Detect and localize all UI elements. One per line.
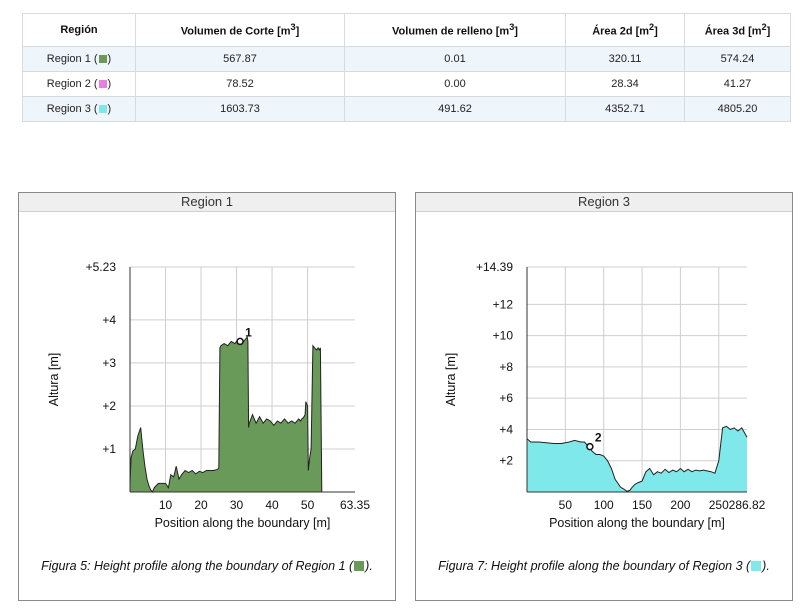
marker-label: 2 bbox=[595, 431, 602, 445]
x-tick-label: 150 bbox=[632, 498, 652, 512]
x-tick-label: 50 bbox=[301, 498, 315, 512]
region-cell: Region 3 () bbox=[22, 96, 136, 122]
height-profile-chart: +2 +4 +6 +8 +10 +12 +14.39 50 100 150 200 250 286.82… bbox=[444, 260, 766, 530]
y-tick-label: +14.39 bbox=[476, 260, 513, 274]
area-2d-cell: 28.34 bbox=[565, 71, 685, 97]
marker-label: 1 bbox=[245, 325, 252, 339]
x-tick-label: 10 bbox=[159, 498, 173, 512]
header-area-2d: Área 2d [m2] bbox=[565, 13, 685, 47]
profile-marker bbox=[236, 337, 244, 346]
x-tick-label: 100 bbox=[594, 498, 614, 512]
table-header-row: Región Volumen de Corte [m3] Volumen de … bbox=[22, 13, 791, 47]
area-2d-cell: 4352.71 bbox=[565, 96, 685, 122]
table-row: Region 1 () 567.87 0.01 320.11 574.24 bbox=[22, 46, 791, 72]
y-tick-label: +3 bbox=[102, 356, 116, 370]
cut-volume-cell: 567.87 bbox=[135, 46, 345, 72]
figure-panel-region-3: Region 3 +2 +4 +6 +8 +10 +12 +14.39 50 100 150 200… bbox=[415, 192, 793, 601]
cut-volume-cell: 1603.73 bbox=[135, 96, 345, 122]
header-cut-volume: Volumen de Corte [m3] bbox=[135, 13, 345, 47]
area-3d-cell: 41.27 bbox=[684, 71, 791, 97]
y-tick-label: +2 bbox=[499, 454, 513, 468]
profile-area bbox=[527, 426, 747, 492]
y-axis-title: Altura [m] bbox=[444, 353, 458, 407]
y-tick-label: +12 bbox=[493, 297, 514, 311]
figure-caption: Figura 5: Height profile along the bound… bbox=[41, 559, 373, 573]
panel-title: Region 1 bbox=[19, 193, 395, 212]
x-axis-title: Position along the boundary [m] bbox=[549, 516, 725, 530]
y-tick-label: +4 bbox=[102, 313, 116, 327]
color-swatch bbox=[98, 80, 107, 88]
x-tick-label: 250 bbox=[709, 498, 729, 512]
cut-volume-cell: 78.52 bbox=[135, 71, 345, 97]
area-2d-cell: 320.11 bbox=[565, 46, 685, 72]
x-tick-label: 286.82 bbox=[729, 498, 766, 512]
area-3d-cell: 574.24 bbox=[684, 46, 791, 72]
header-fill-volume: Volumen de relleno [m3] bbox=[344, 13, 566, 47]
x-tick-label: 40 bbox=[265, 498, 279, 512]
caption-swatch bbox=[751, 561, 762, 571]
color-swatch bbox=[98, 105, 107, 113]
profile-area bbox=[130, 337, 355, 492]
table-row: Region 2 () 78.52 0.00 28.34 41.27 bbox=[22, 71, 791, 97]
fill-volume-cell: 0.01 bbox=[344, 46, 566, 72]
summary-table: Región Volumen de Corte [m3] Volumen de … bbox=[22, 13, 791, 122]
region-cell: Region 1 () bbox=[22, 46, 136, 72]
height-profile-chart: +1 +2 +3 +4 +5.23 10 20 30 40 50 63.35 Position alo… bbox=[47, 260, 370, 530]
profile-line bbox=[526, 425, 748, 492]
x-tick-label: 63.35 bbox=[340, 498, 370, 512]
y-axis-title: Altura [m] bbox=[47, 353, 61, 407]
figure-caption: Figura 7: Height profile along the bound… bbox=[438, 559, 770, 573]
y-tick-label: +6 bbox=[499, 391, 513, 405]
fill-volume-cell: 0.00 bbox=[344, 71, 566, 97]
caption-swatch bbox=[354, 561, 365, 571]
x-axis-title: Position along the boundary [m] bbox=[155, 516, 331, 530]
y-tick-label: +4 bbox=[499, 422, 513, 436]
x-tick-label: 200 bbox=[670, 498, 690, 512]
color-swatch bbox=[98, 55, 107, 63]
area-3d-cell: 4805.20 bbox=[684, 96, 791, 122]
fill-volume-cell: 491.62 bbox=[344, 96, 566, 122]
y-tick-label: +8 bbox=[499, 360, 513, 374]
header-area-3d: Área 3d [m2] bbox=[684, 13, 791, 47]
x-tick-label: 50 bbox=[559, 498, 573, 512]
table-row: Region 3 () 1603.73 491.62 4352.71 4805.… bbox=[22, 96, 791, 122]
x-tick-label: 30 bbox=[230, 498, 244, 512]
region-cell: Region 2 () bbox=[22, 71, 136, 97]
y-tick-label: +2 bbox=[102, 399, 116, 413]
y-tick-label: +1 bbox=[102, 442, 116, 456]
x-tick-label: 20 bbox=[194, 498, 208, 512]
y-tick-label: +10 bbox=[493, 329, 514, 343]
profile-marker bbox=[586, 442, 594, 451]
y-tick-label: +5.23 bbox=[86, 260, 117, 274]
panel-title: Region 3 bbox=[416, 193, 792, 212]
figure-panel-region-1: Region 1 +1 +2 +3 +4 +5.23 10 20 30 40 50 63.35 Pos… bbox=[18, 192, 396, 601]
header-region: Región bbox=[22, 13, 136, 47]
